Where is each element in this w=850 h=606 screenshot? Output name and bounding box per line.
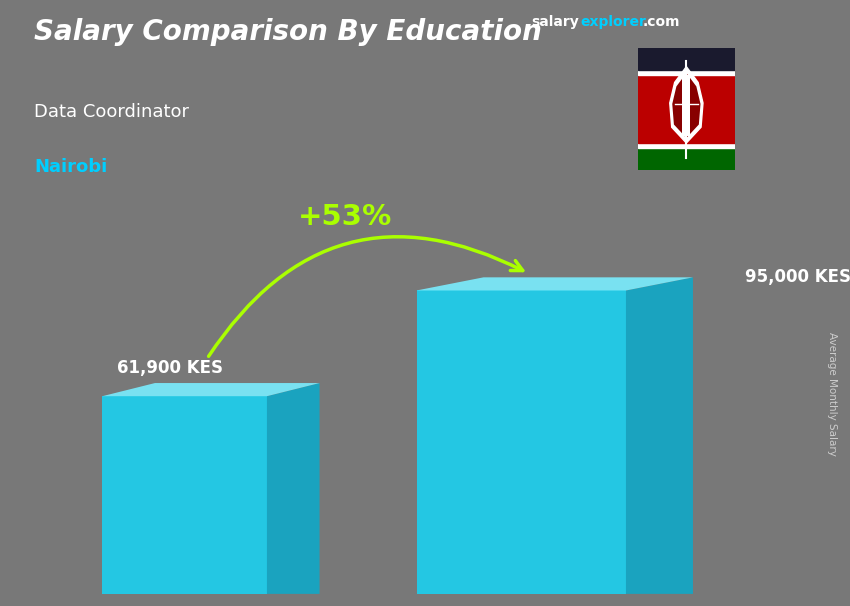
Polygon shape <box>416 278 693 290</box>
Polygon shape <box>267 383 320 594</box>
Polygon shape <box>102 383 320 396</box>
Bar <box>638 75 735 143</box>
Text: 61,900 KES: 61,900 KES <box>116 359 223 378</box>
Bar <box>638 143 735 148</box>
Text: explorer: explorer <box>581 15 647 29</box>
Text: Data Coordinator: Data Coordinator <box>34 103 189 121</box>
Polygon shape <box>683 75 690 136</box>
Text: Nairobi: Nairobi <box>34 158 107 176</box>
Text: +53%: +53% <box>298 203 393 231</box>
Text: Average Monthly Salary: Average Monthly Salary <box>827 332 837 456</box>
Bar <box>638 48 735 70</box>
Text: .com: .com <box>643 15 680 29</box>
Bar <box>638 148 735 170</box>
Text: Salary Comparison By Education: Salary Comparison By Education <box>34 18 542 46</box>
Polygon shape <box>672 73 700 138</box>
Bar <box>638 70 735 75</box>
Polygon shape <box>670 67 703 143</box>
Polygon shape <box>626 278 693 594</box>
Text: 95,000 KES: 95,000 KES <box>745 268 850 287</box>
Polygon shape <box>416 290 626 594</box>
Text: salary: salary <box>531 15 579 29</box>
Polygon shape <box>102 396 267 594</box>
